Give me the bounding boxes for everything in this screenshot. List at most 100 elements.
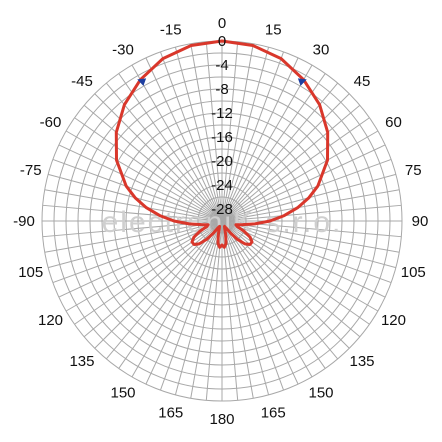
angle-tick-label: 120 xyxy=(381,312,406,329)
grid-spoke xyxy=(105,82,223,222)
angle-tick-label: -75 xyxy=(20,162,42,179)
grid-spoke xyxy=(221,220,339,360)
grid-spoke xyxy=(221,220,361,338)
grid-spoke xyxy=(118,220,223,369)
marker-layer xyxy=(137,78,307,86)
grid-spoke xyxy=(221,104,361,222)
radial-tick-labels: 0 -4 -8 -12 -16 -20 -24 -28 xyxy=(211,33,233,218)
grid-spoke xyxy=(83,104,223,222)
grid-spoke xyxy=(190,220,223,399)
grid-spoke xyxy=(42,204,223,222)
grid-spoke xyxy=(48,220,223,269)
grid-spoke xyxy=(221,82,339,222)
grid-spoke xyxy=(221,204,402,222)
grid-spoke xyxy=(221,41,239,222)
grid-spoke xyxy=(221,117,370,222)
grid-spoke xyxy=(221,220,285,391)
angle-tick-label: 105 xyxy=(18,264,43,281)
grid-spoke xyxy=(205,41,223,222)
grid-spoke xyxy=(52,158,223,222)
grid-spoke xyxy=(118,73,223,222)
grid-spoke xyxy=(145,220,223,385)
grid-spoke xyxy=(221,220,370,325)
grid-spoke xyxy=(83,220,223,338)
grid-spoke xyxy=(221,43,254,222)
angle-tick-label: 105 xyxy=(401,264,426,281)
angular-grid xyxy=(42,41,402,401)
grid-spoke xyxy=(131,220,223,378)
grid-spoke xyxy=(105,220,223,360)
grid-spoke xyxy=(221,220,270,395)
radial-tick-label: 0 xyxy=(218,33,226,50)
angle-tick-label: 150 xyxy=(308,384,333,401)
grid-spoke xyxy=(65,130,223,222)
grid-spoke xyxy=(44,189,223,222)
angle-tick-label: 30 xyxy=(313,42,330,59)
radial-tick-label: -12 xyxy=(211,105,233,122)
radial-tick-label: -8 xyxy=(215,81,228,98)
angle-tick-label: 120 xyxy=(38,312,63,329)
angle-tick-labels: 0 15 30 45 60 75 90 105 120 135 150 165 180 165 150 135… xyxy=(13,15,428,428)
grid-spoke xyxy=(221,51,285,222)
angle-tick-label: 180 xyxy=(209,411,234,428)
radial-tick-label: -16 xyxy=(211,129,233,146)
grid-spoke xyxy=(221,130,379,222)
grid-spoke xyxy=(221,220,239,401)
angle-tick-label: 165 xyxy=(261,404,286,421)
angle-tick-label: -60 xyxy=(40,114,62,131)
grid-spoke xyxy=(190,43,223,222)
angle-tick-label: -90 xyxy=(13,213,35,230)
angle-tick-label: 90 xyxy=(412,213,429,230)
angle-tick-label: -15 xyxy=(160,22,182,39)
grid-spoke xyxy=(74,220,223,325)
angle-tick-label: 15 xyxy=(265,22,282,39)
radial-tick-label: -28 xyxy=(211,201,233,218)
grid-spoke xyxy=(221,158,392,222)
grid-spoke xyxy=(221,57,299,222)
grid-spoke xyxy=(221,220,392,284)
radial-tick-label: -24 xyxy=(211,177,233,194)
grid-spoke xyxy=(94,93,223,222)
grid-spoke xyxy=(221,93,350,222)
grid-spoke xyxy=(174,220,223,395)
angle-tick-label: 0 xyxy=(218,15,226,32)
grid-spoke xyxy=(221,220,326,369)
grid-spoke xyxy=(159,51,223,222)
grid-spoke xyxy=(221,220,254,399)
grid-spoke xyxy=(221,189,400,222)
angle-tick-label: -45 xyxy=(71,73,93,90)
angle-tick-label: 75 xyxy=(405,162,422,179)
grid-spoke xyxy=(131,64,223,222)
grid-spoke xyxy=(74,117,223,222)
series-layer xyxy=(114,39,330,249)
grid-spoke xyxy=(205,220,223,401)
grid-spoke xyxy=(221,47,270,222)
watermark: electroniK s.r.o. xyxy=(102,206,343,239)
angle-tick-label: 165 xyxy=(158,404,183,421)
grid-spoke xyxy=(52,220,223,284)
grid-spoke xyxy=(221,73,326,222)
grid-spoke xyxy=(221,220,386,298)
grid-spoke xyxy=(221,220,396,269)
grid-spoke xyxy=(221,220,400,253)
radial-tick-label: -4 xyxy=(215,57,228,74)
marker-triangle xyxy=(137,78,147,86)
angle-tick-label: 150 xyxy=(110,384,135,401)
grid-spoke xyxy=(221,144,386,222)
grid-spoke xyxy=(58,144,223,222)
grid-spoke xyxy=(58,220,223,298)
marker-triangle xyxy=(297,78,307,86)
angle-tick-label: -30 xyxy=(112,42,134,59)
grid-spoke xyxy=(221,220,313,378)
angle-tick-label: 60 xyxy=(385,114,402,131)
angle-tick-label: 135 xyxy=(69,353,94,370)
radial-tick-label: -20 xyxy=(211,153,233,170)
grid-spoke xyxy=(145,57,223,222)
grid-spoke xyxy=(221,220,299,385)
series-line xyxy=(114,39,330,249)
grid-spoke xyxy=(221,64,313,222)
angle-tick-label: 45 xyxy=(354,73,371,90)
grid-spoke xyxy=(159,220,223,391)
grid-spoke xyxy=(44,220,223,253)
